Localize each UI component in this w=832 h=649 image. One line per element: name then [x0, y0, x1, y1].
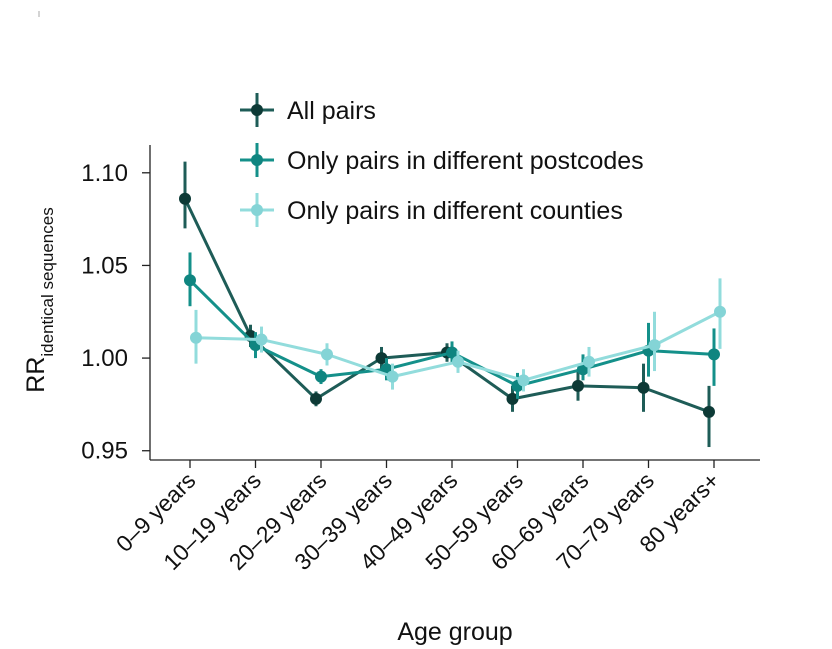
- series-line: [188, 279, 715, 388]
- data-point: [583, 355, 595, 368]
- series-2: [184, 252, 720, 399]
- data-point: [703, 405, 715, 418]
- legend-label: All pairs: [287, 97, 376, 125]
- data-point: [386, 370, 399, 383]
- legend-marker: [251, 104, 263, 116]
- data-point: [190, 331, 202, 344]
- data-point: [452, 355, 464, 368]
- y-ticks: 0.95 1.00 1.05 1.10: [81, 160, 150, 465]
- series-line: [183, 198, 710, 414]
- data-point: [714, 305, 726, 318]
- series-3: [190, 278, 726, 392]
- data-point: [517, 374, 530, 387]
- y-tick-label: 1.05: [81, 252, 128, 279]
- data-point: [255, 333, 268, 346]
- legend-item: Only pairs in different counties: [240, 193, 623, 227]
- data-point: [375, 352, 388, 365]
- legend: All pairs Only pairs in different postcod…: [240, 93, 644, 227]
- legend-marker: [251, 154, 263, 166]
- y-axis-title-main: RR: [22, 357, 50, 393]
- y-tick-label: 0.95: [81, 438, 128, 465]
- x-axis-title: Age group: [397, 618, 512, 646]
- data-point: [184, 274, 196, 287]
- legend-label: Only pairs in different counties: [287, 197, 623, 225]
- y-tick-label: 1.10: [81, 160, 128, 187]
- legend-item: Only pairs in different postcodes: [240, 143, 644, 177]
- data-point: [310, 392, 322, 405]
- data-point: [321, 348, 333, 361]
- data-point: [315, 370, 327, 383]
- series-group: [179, 161, 726, 448]
- data-point: [648, 339, 661, 352]
- data-point: [446, 346, 458, 359]
- legend-item: All pairs: [240, 93, 376, 127]
- data-point: [179, 192, 191, 205]
- data-point: [572, 379, 584, 392]
- y-tick-label: 1.00: [81, 345, 128, 372]
- y-axis-title-subscript: identical sequences: [38, 207, 57, 356]
- legend-marker: [251, 204, 263, 216]
- legend-label: Only pairs in different postcodes: [287, 147, 644, 175]
- data-point: [506, 392, 519, 405]
- axes: [149, 145, 760, 461]
- y-axis-title: RRidentical sequences: [22, 207, 57, 392]
- data-point: [708, 348, 720, 361]
- data-point: [637, 381, 650, 394]
